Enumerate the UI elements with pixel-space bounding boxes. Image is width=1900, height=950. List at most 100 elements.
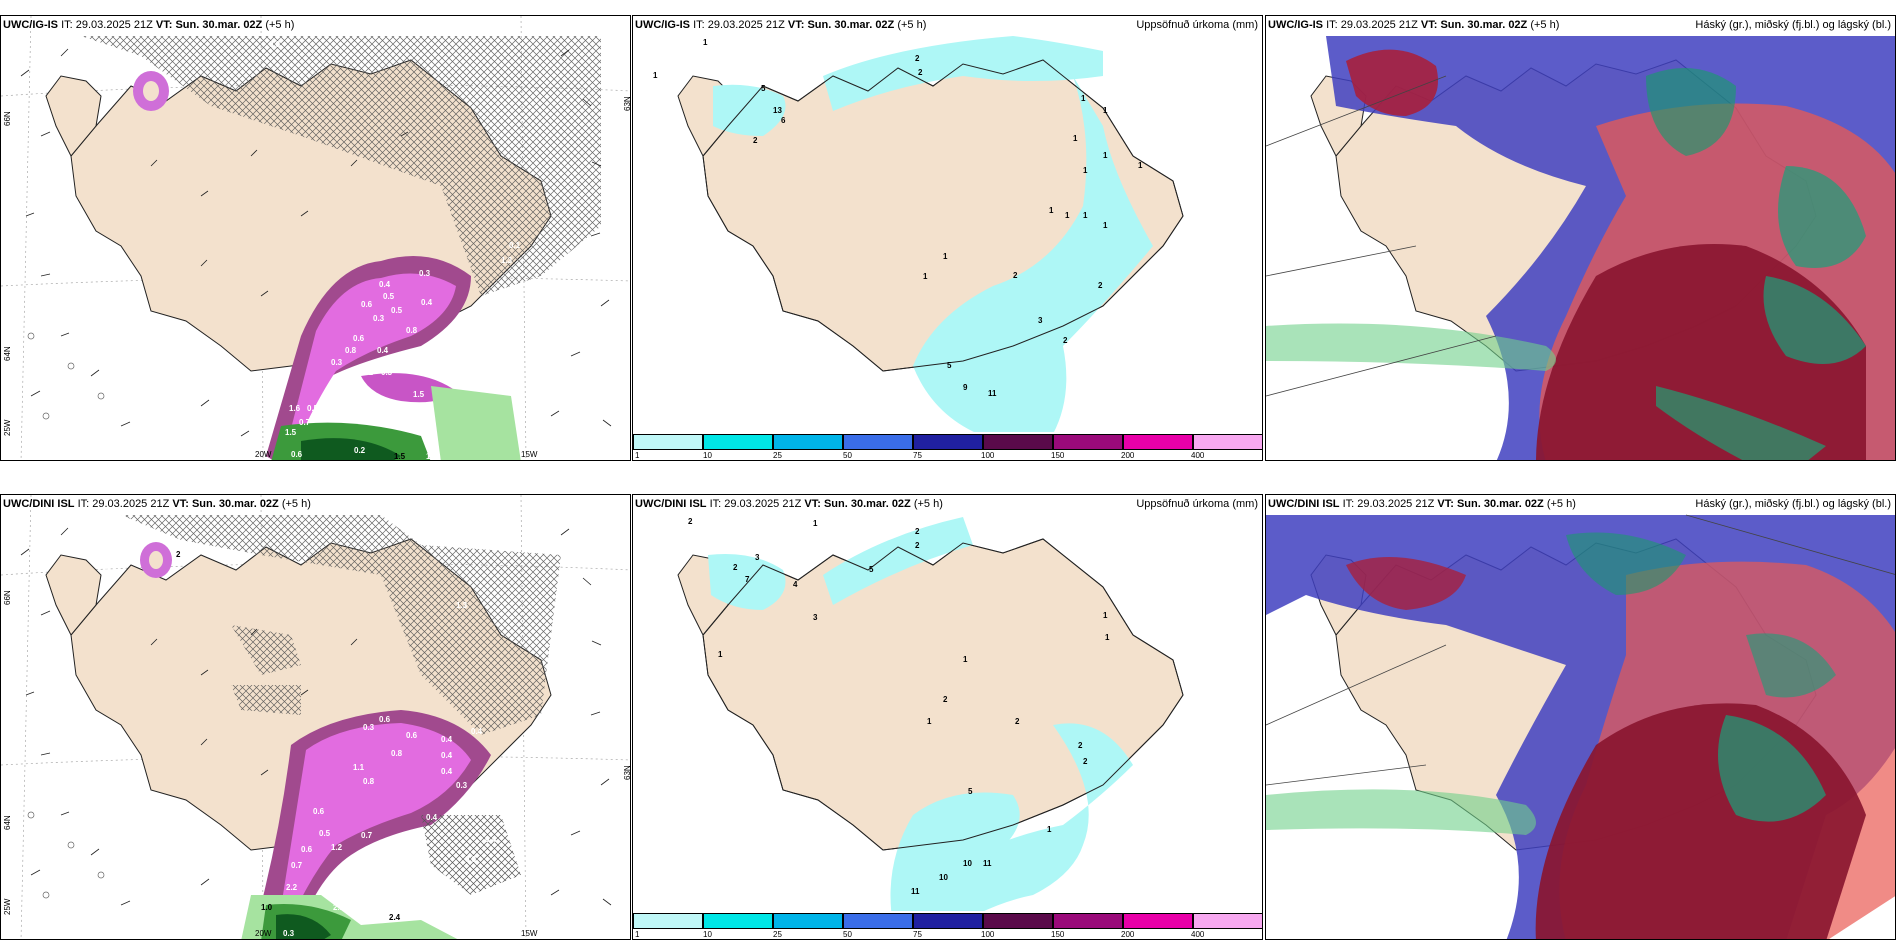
value-label: 0.3 — [106, 565, 118, 574]
colorbar-swatch — [1053, 913, 1123, 929]
lead-time: (+5 h) — [913, 498, 943, 510]
model-name: UWC/IG-IS — [1268, 19, 1323, 31]
value-label: 9 — [963, 383, 968, 392]
lat-label-66n: 66N — [3, 111, 12, 126]
colorbar-swatch — [633, 913, 703, 929]
colorbar-swatch — [913, 913, 983, 929]
value-label: 0.5 — [383, 292, 395, 301]
colorbar-swatch — [1123, 434, 1193, 450]
lat-label-64n: 64N — [3, 815, 12, 830]
lon-label-15w: 15W — [521, 450, 538, 459]
value-label: 2 — [176, 550, 181, 559]
value-label: 2 — [1063, 336, 1068, 345]
value-label: 0.5 — [391, 306, 403, 315]
value-label: 1 — [1103, 611, 1108, 620]
panel-header: UWC/IG-IS IT: 29.03.2025 21Z VT: Sun. 30… — [1, 19, 630, 35]
panel-ig-wind-precip: UWC/IG-IS IT: 29.03.2025 21Z VT: Sun. 30… — [0, 15, 631, 461]
colorbar-tick: 10 — [703, 451, 712, 460]
colorbar-swatch — [1193, 434, 1262, 450]
value-label: 2 — [915, 54, 920, 63]
value-label: 2 — [1098, 281, 1103, 290]
value-label: 0.4 — [379, 280, 391, 289]
value-label: 11 — [983, 859, 992, 868]
value-label: 13 — [773, 106, 782, 115]
value-label: 1 — [1047, 825, 1052, 834]
vt-label: VT: — [787, 19, 805, 31]
map-dini-wind-precip — [1, 495, 630, 939]
value-label: 0.1 — [509, 241, 521, 250]
colorbar-swatch — [773, 913, 843, 929]
value-label: 0.4 — [471, 727, 483, 736]
value-label: 1.3 — [501, 256, 513, 265]
vt-label: VT: — [172, 498, 189, 510]
value-label: 0.3 — [459, 334, 471, 343]
value-label: 0.7 — [299, 418, 311, 427]
value-label: 0.8 — [363, 777, 375, 786]
value-label: 2 — [915, 541, 920, 550]
value-label: 0.6 — [406, 731, 418, 740]
lead-time: (+5 h) — [281, 498, 311, 510]
value-label: 0.2 — [362, 368, 374, 377]
value-label: 10 — [963, 859, 972, 868]
value-label: 0.4 — [441, 735, 453, 744]
value-label: 1.5 — [413, 390, 425, 399]
value-label: 1.5 — [285, 428, 297, 437]
value-label: 0.5 — [319, 829, 331, 838]
value-label: 0.6 — [361, 300, 373, 309]
value-label: 1 — [1081, 94, 1086, 103]
value-label: 0.3 — [465, 855, 477, 864]
value-label: 0.6 — [313, 807, 325, 816]
value-label: 1 — [653, 71, 658, 80]
value-label: 3 — [755, 553, 760, 562]
value-label: 6 — [781, 116, 786, 125]
model-name: UWC/IG-IS — [635, 19, 690, 31]
value-label: 0.5 — [307, 404, 319, 413]
colorbar-tick: 50 — [843, 451, 852, 460]
panel-dini-wind-precip: UWC/DINI ISL IT: 29.03.2025 21Z VT: Sun.… — [0, 494, 631, 940]
lat-label-63n: 63N — [623, 765, 631, 780]
value-label: 1 — [813, 519, 818, 528]
value-label: 0.7 — [419, 350, 431, 359]
value-label: 0.6 — [301, 845, 313, 854]
value-label: 3 — [813, 613, 818, 622]
value-label: 1 — [1073, 134, 1078, 143]
value-label: 1 — [1105, 633, 1110, 642]
value-label: 2 — [918, 68, 923, 77]
value-label: 10 — [939, 873, 948, 882]
colorbar-tick: 200 — [1121, 930, 1135, 939]
value-label: 5 — [761, 84, 766, 93]
value-label: 0.3 — [331, 358, 343, 367]
value-label: 2 — [1083, 757, 1088, 766]
colorbar-tick: 100 — [981, 930, 995, 939]
value-label: 0.6 — [353, 334, 365, 343]
value-label: 5 — [968, 787, 973, 796]
colorbar-tick: 100 — [981, 451, 995, 460]
panel-dini-accumulated-precip: UWC/DINI ISL IT: 29.03.2025 21Z VT: Sun.… — [632, 494, 1263, 940]
colorbar: 1 10 25 50 75 100 150 200 400 — [633, 911, 1262, 939]
vt-label: VT: — [1420, 19, 1438, 31]
colorbar-swatch — [983, 434, 1053, 450]
panel-field-title: Háský (gr.), miðský (fj.bl.) og lágský (… — [1695, 19, 1891, 31]
value-label: 1.3 — [456, 601, 468, 610]
valid-time: Sun. 30.mar. 02Z — [191, 498, 279, 510]
it-label: IT: — [709, 498, 722, 510]
value-label: 0.3 — [381, 368, 393, 377]
lon-label-15w: 15W — [521, 929, 538, 938]
it-label: IT: — [1326, 19, 1338, 31]
value-label: 0.3 — [456, 781, 468, 790]
model-name: UWC/DINI ISL — [1268, 498, 1340, 510]
value-label: 0.4 — [377, 346, 389, 355]
value-label: 1 — [703, 38, 708, 47]
value-label: 0.6 — [379, 715, 391, 724]
value-label: 1 — [923, 272, 928, 281]
colorbar-swatch — [1193, 913, 1262, 929]
value-label: 2 — [915, 527, 920, 536]
value-label: 1 — [1138, 161, 1143, 170]
value-label: 4 — [793, 580, 798, 589]
colorbar-tick: 25 — [773, 451, 782, 460]
value-label: 2.2 — [286, 883, 298, 892]
value-label: 1.2 — [321, 885, 333, 894]
value-label: 1 — [718, 650, 723, 659]
panel-header: UWC/DINI ISL IT: 29.03.2025 21Z VT: Sun.… — [633, 498, 1262, 514]
value-label: 0.4 — [461, 316, 473, 325]
